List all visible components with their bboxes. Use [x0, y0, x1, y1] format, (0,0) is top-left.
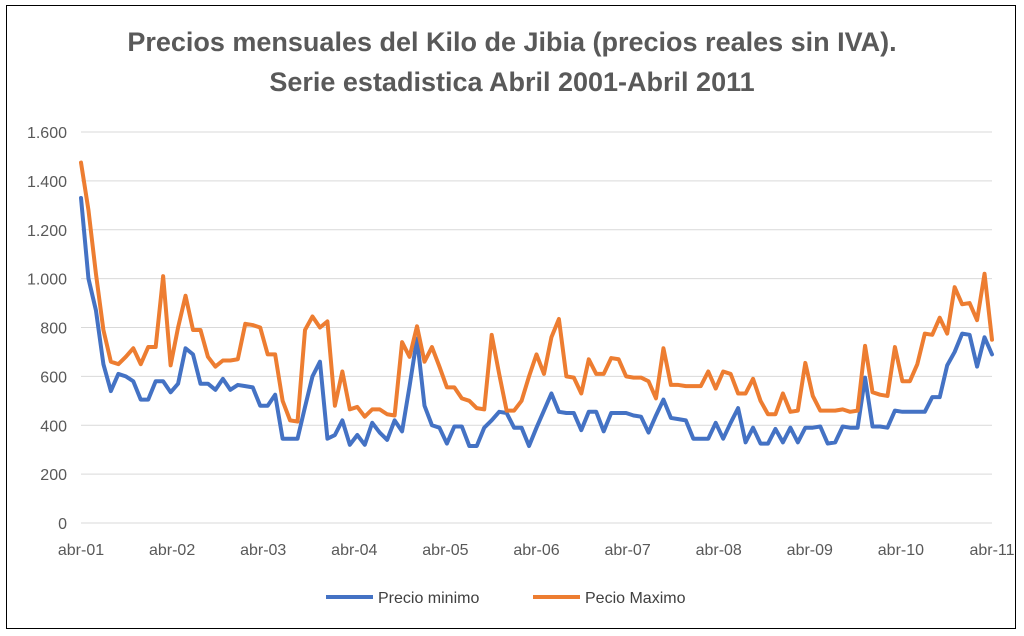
- y-tick-label: 200: [40, 467, 67, 484]
- y-tick-label: 1.000: [27, 272, 67, 289]
- y-tick-label: 1.400: [27, 174, 67, 191]
- series-lines: [79, 160, 994, 449]
- x-tick-label: abr-09: [787, 542, 833, 559]
- chart-title-line-1: Precios mensuales del Kilo de Jibia (pre…: [127, 27, 897, 57]
- chart-title-line-2: Serie estadistica Abril 2001-Abril 2011: [269, 67, 755, 97]
- series-line-pecio-maximo: [79, 160, 994, 424]
- legend-label: Pecio Maximo: [585, 590, 686, 607]
- y-tick-label: 0: [58, 516, 67, 533]
- x-tick-label: abr-10: [878, 542, 924, 559]
- y-tick-label: 400: [40, 418, 67, 435]
- x-tick-label: abr-06: [513, 542, 559, 559]
- y-tick-label: 600: [40, 369, 67, 386]
- x-tick-label: abr-11: [969, 542, 1014, 559]
- x-tick-label: abr-05: [422, 542, 468, 559]
- x-tick-label: abr-02: [149, 542, 195, 559]
- y-tick-label: 1.200: [27, 223, 67, 240]
- x-tick-label: abr-07: [604, 542, 650, 559]
- gridlines: [81, 131, 992, 524]
- x-axis-tick-labels: abr-01 abr-02 abr-03 abr-04 abr-05 abr-06 abr-…: [58, 542, 1015, 559]
- x-tick-label: abr-08: [696, 542, 742, 559]
- y-tick-label: 1.600: [27, 125, 67, 142]
- x-tick-label: abr-01: [58, 542, 104, 559]
- chart-title: Precios mensuales del Kilo de Jibia (pre…: [0, 22, 1024, 102]
- y-axis-tick-labels: 0 200 400 600 800 1.000 1.200 1.400 1.600: [27, 125, 67, 533]
- x-tick-label: abr-03: [240, 542, 286, 559]
- x-tick-label: abr-04: [331, 542, 377, 559]
- chart-frame: [6, 5, 1016, 629]
- y-tick-label: 800: [40, 321, 67, 338]
- series-line-precio-minimo: [79, 195, 994, 449]
- legend: Precio minimo Pecio Maximo: [326, 590, 686, 607]
- legend-label: Precio minimo: [378, 590, 479, 607]
